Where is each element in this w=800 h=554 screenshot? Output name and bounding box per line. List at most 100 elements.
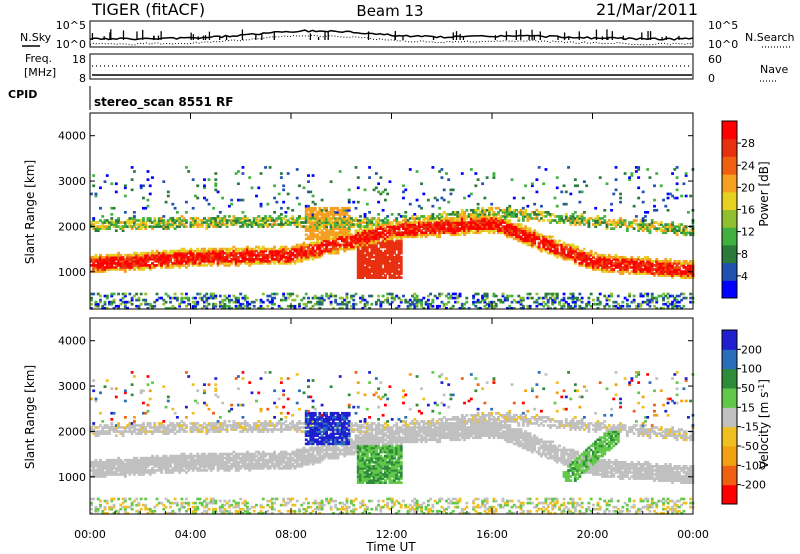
power-cell xyxy=(553,300,557,304)
power-cell xyxy=(343,298,347,302)
power-cell xyxy=(487,211,491,214)
power-cell xyxy=(175,217,179,220)
noise-left-label: N.Sky xyxy=(20,31,52,44)
power-cell xyxy=(564,300,568,304)
power-cell xyxy=(146,255,150,259)
power-cell xyxy=(112,300,116,304)
power-cell xyxy=(490,229,494,233)
power-cell xyxy=(560,306,564,310)
power-cell xyxy=(132,219,136,222)
power-cell xyxy=(476,219,480,222)
power-cell xyxy=(114,229,118,233)
power-cell xyxy=(370,229,374,233)
power-cell xyxy=(587,262,591,265)
power-cell xyxy=(637,304,641,308)
power-cell xyxy=(657,262,661,265)
power-cell xyxy=(110,182,114,186)
power-cell xyxy=(598,260,602,263)
power-cell xyxy=(625,262,629,265)
power-cell xyxy=(641,223,645,226)
velocity-cell xyxy=(139,458,143,462)
power-cell xyxy=(684,174,688,177)
power-cell xyxy=(273,249,277,253)
velocity-cell xyxy=(128,462,132,466)
velocity-cell xyxy=(105,501,109,505)
power-cell xyxy=(413,292,417,296)
power-cell xyxy=(316,235,319,239)
power-cell xyxy=(542,219,546,222)
power-cell xyxy=(356,249,360,253)
power-cell xyxy=(544,296,548,300)
power-cell xyxy=(644,262,647,265)
power-cell xyxy=(94,304,98,308)
power-cell xyxy=(225,253,229,257)
power-cell xyxy=(259,204,263,208)
power-cell xyxy=(268,249,272,253)
power-cell xyxy=(184,304,188,308)
power-cell xyxy=(542,237,546,241)
power-cell xyxy=(435,306,439,310)
power-cell xyxy=(393,276,396,279)
power-cell xyxy=(178,221,182,224)
power-cell xyxy=(329,237,333,241)
power-cell xyxy=(230,262,234,265)
power-cell xyxy=(637,262,641,265)
power-cell xyxy=(142,253,145,257)
power-cell xyxy=(126,264,130,267)
power-cell xyxy=(298,221,301,224)
power-cell xyxy=(648,300,652,304)
velocity-cell xyxy=(117,473,120,476)
power-cell xyxy=(194,223,197,226)
power-cell xyxy=(295,255,299,259)
power-cell xyxy=(340,306,344,310)
power-cell xyxy=(166,264,170,267)
power-cell xyxy=(298,257,301,261)
power-cell xyxy=(668,264,672,267)
power-cell xyxy=(677,223,681,226)
power-cell xyxy=(309,247,313,251)
velocity-cell xyxy=(121,462,125,466)
power-cell xyxy=(521,229,525,233)
power-cell xyxy=(173,249,177,253)
power-cell xyxy=(460,211,464,214)
power-cell xyxy=(451,231,455,235)
power-cell xyxy=(481,217,485,220)
power-cell xyxy=(359,239,362,243)
power-cell xyxy=(449,217,453,220)
power-cell xyxy=(313,223,317,226)
power-cell xyxy=(184,166,188,169)
power-cell xyxy=(160,296,163,300)
power-cell xyxy=(393,255,396,259)
power-cell xyxy=(123,302,127,306)
power-cell xyxy=(515,235,518,239)
power-cell xyxy=(282,260,286,263)
velocity-cell xyxy=(139,432,143,435)
power-cell xyxy=(200,255,204,259)
power-cell xyxy=(338,217,342,220)
power-cell xyxy=(397,231,401,235)
power-cell xyxy=(397,276,401,279)
velocity-cell xyxy=(99,460,102,464)
velocity-cell xyxy=(105,460,109,464)
power-cell xyxy=(404,231,408,235)
power-cell xyxy=(386,237,390,241)
power-cell xyxy=(288,262,292,265)
power-cell xyxy=(603,253,607,257)
power-cell xyxy=(601,268,604,271)
power-cell xyxy=(578,292,582,296)
power-cell xyxy=(295,294,299,298)
power-cell xyxy=(153,221,157,224)
power-cell xyxy=(420,215,424,218)
power-cell xyxy=(510,223,514,226)
power-cell xyxy=(139,253,143,257)
power-cell xyxy=(105,262,109,265)
power-cell xyxy=(255,223,258,226)
power-cell xyxy=(110,255,114,259)
power-cell xyxy=(322,298,326,302)
velocity-cell xyxy=(108,460,111,464)
power-cell xyxy=(467,223,471,226)
power-cell xyxy=(178,223,182,226)
power-cell xyxy=(173,219,177,222)
power-cell xyxy=(377,200,381,204)
